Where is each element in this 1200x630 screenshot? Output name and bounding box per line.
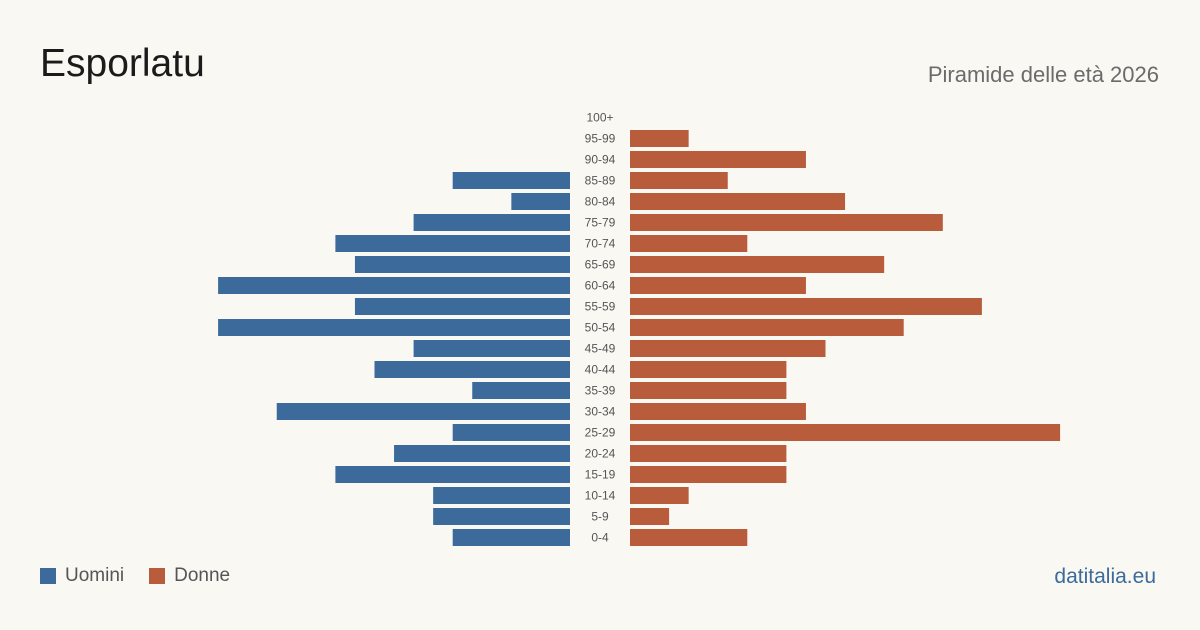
age-label-35-39: 35-39 [585, 384, 616, 398]
bar-women-90-94 [630, 151, 806, 168]
bar-men-0-4 [452, 529, 570, 546]
bar-women-10-14 [630, 487, 689, 504]
age-label-25-29: 25-29 [585, 426, 616, 440]
bar-women-15-19 [630, 466, 787, 483]
bar-men-50-54 [218, 319, 570, 336]
age-label-70-74: 70-74 [585, 237, 616, 251]
bar-men-20-24 [394, 445, 570, 462]
source-link[interactable]: datitalia.eu [1054, 565, 1156, 588]
legend-swatch-men [40, 568, 56, 584]
bar-women-5-9 [630, 508, 670, 525]
bar-women-60-64 [630, 277, 806, 294]
age-label-60-64: 60-64 [585, 279, 616, 293]
age-label-85-89: 85-89 [585, 174, 616, 188]
bar-men-85-89 [452, 172, 570, 189]
legend-label-women: Donne [174, 565, 231, 586]
chart-subtitle: Piramide delle età 2026 [927, 62, 1159, 87]
page-title: Esporlatu [40, 42, 205, 85]
bar-women-0-4 [630, 529, 748, 546]
bar-men-25-29 [452, 424, 570, 441]
bar-women-25-29 [630, 424, 1061, 441]
age-label-50-54: 50-54 [585, 321, 616, 335]
age-label-55-59: 55-59 [585, 300, 616, 314]
age-label-90-94: 90-94 [585, 153, 616, 167]
bar-women-80-84 [630, 193, 846, 210]
legend: Uomini Donne [40, 565, 255, 587]
age-label-65-69: 65-69 [585, 258, 616, 272]
bar-women-65-69 [630, 256, 885, 273]
age-label-40-44: 40-44 [585, 363, 616, 377]
legend-item-men: Uomini [40, 565, 124, 587]
age-label-80-84: 80-84 [585, 195, 616, 209]
legend-item-women: Donne [149, 565, 230, 587]
bar-women-85-89 [630, 172, 728, 189]
bar-men-40-44 [374, 361, 570, 378]
age-label-10-14: 10-14 [585, 489, 616, 503]
legend-label-men: Uomini [65, 565, 125, 586]
bar-women-50-54 [630, 319, 904, 336]
bar-men-65-69 [354, 256, 570, 273]
bar-men-30-34 [276, 403, 570, 420]
bar-men-5-9 [433, 508, 570, 525]
bar-men-55-59 [354, 298, 570, 315]
bar-men-45-49 [413, 340, 570, 357]
age-label-5-9: 5-9 [591, 510, 609, 524]
bar-women-95-99 [630, 130, 689, 147]
bar-women-75-79 [630, 214, 943, 231]
bar-men-10-14 [433, 487, 570, 504]
age-label-45-49: 45-49 [585, 342, 616, 356]
age-label-15-19: 15-19 [585, 468, 616, 482]
bar-women-30-34 [630, 403, 806, 420]
age-label-95-99: 95-99 [585, 132, 616, 146]
legend-swatch-women [149, 568, 166, 584]
bar-women-45-49 [630, 340, 826, 357]
bar-women-40-44 [630, 361, 787, 378]
bar-men-75-79 [413, 214, 570, 231]
age-label-75-79: 75-79 [585, 216, 616, 230]
bar-men-60-64 [218, 277, 570, 294]
bar-men-70-74 [335, 235, 570, 252]
bar-men-35-39 [472, 382, 570, 399]
bar-women-35-39 [630, 382, 787, 399]
bar-men-80-84 [511, 193, 570, 210]
age-label-30-34: 30-34 [585, 405, 616, 419]
bar-women-55-59 [630, 298, 982, 315]
bar-women-70-74 [630, 235, 748, 252]
age-label-0-4: 0-4 [591, 531, 609, 545]
bar-men-15-19 [335, 466, 570, 483]
age-label-20-24: 20-24 [585, 447, 616, 461]
bar-women-20-24 [630, 445, 787, 462]
age-label-100plus: 100+ [586, 111, 613, 125]
